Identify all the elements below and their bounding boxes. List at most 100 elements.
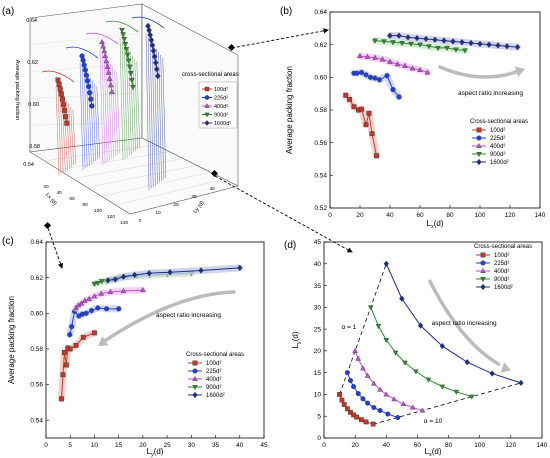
surface-line-400 — [116, 72, 121, 154]
legend-marker — [480, 283, 486, 291]
x-tick-label: 20 — [352, 442, 360, 449]
data-point-400 — [400, 400, 407, 406]
data-point-100 — [60, 372, 66, 378]
data-point-100 — [80, 334, 86, 340]
x-tick-label: 100 — [475, 212, 486, 219]
alpha-10-label: α = 10 — [424, 418, 443, 425]
legend-marker — [476, 158, 482, 166]
data-point-900 — [469, 394, 475, 400]
y-tick-label: 0.54 — [314, 173, 327, 180]
data-point-100 — [59, 396, 64, 402]
data-point-1600 — [432, 36, 438, 43]
data-point-1600 — [387, 32, 393, 39]
data-point-900 — [375, 324, 382, 330]
floor-grid — [101, 172, 211, 197]
x-tick-label: 120 — [505, 442, 516, 449]
x-tick-label: 30 — [188, 442, 196, 449]
data-point-100 — [62, 350, 67, 355]
data-point-400 — [409, 404, 416, 410]
data-point-900 — [453, 389, 460, 395]
data-point-1600 — [423, 35, 429, 43]
data-point-400 — [91, 293, 98, 299]
data-point-3d-100 — [58, 91, 64, 97]
data-point-100 — [369, 131, 375, 137]
data-point-1600 — [120, 273, 127, 280]
data-point-900 — [417, 42, 423, 48]
alpha-1-label: α = 1 — [342, 324, 357, 331]
data-point-400 — [81, 297, 88, 303]
data-point-3d-1600 — [150, 47, 157, 55]
x-tick-label: 10 — [91, 442, 99, 449]
data-point-400 — [379, 56, 386, 62]
x-axis-label: Ly(d) — [146, 447, 163, 458]
data-point-1600 — [518, 379, 524, 387]
data-point-1600 — [105, 277, 111, 284]
x-tick-label: 60 — [416, 212, 424, 219]
chart-d: (d) 0 20 40 60 80 100 120 140 0 5 10 15 20 25 30 35 40 45… — [284, 239, 548, 458]
data-point-400 — [86, 295, 92, 301]
data-point-900 — [399, 41, 405, 47]
legend-entry: 400d² — [490, 144, 505, 150]
data-point-3d-900 — [121, 36, 128, 43]
data-point-100 — [366, 110, 372, 116]
guide-line-alpha-10 — [373, 382, 522, 425]
trend-arrow — [104, 290, 236, 342]
data-point-100 — [347, 96, 352, 102]
data-point-1600 — [464, 359, 470, 366]
data-point-3d-225 — [85, 83, 92, 90]
legend-marker — [476, 152, 482, 158]
legend-marker — [192, 391, 198, 399]
legend-entry: 400d² — [214, 104, 228, 110]
x-tick-label: 35 — [212, 442, 220, 449]
x-tick-label: 60 — [69, 196, 75, 202]
data-point-1600 — [167, 269, 173, 276]
data-point-900 — [95, 281, 101, 287]
data-point-225 — [363, 72, 369, 78]
data-point-900 — [381, 39, 387, 45]
legend-marker — [192, 360, 198, 366]
data-point-1600 — [468, 39, 474, 47]
data-point-1600 — [146, 270, 152, 277]
data-point-3d-100 — [55, 77, 61, 83]
surface-line-900 — [119, 37, 124, 161]
legend: cross-sectional areas 100d² 225d² 400d² 900d… — [182, 72, 239, 129]
legend-entry: 1600d² — [206, 393, 225, 399]
data-point-400 — [355, 355, 362, 361]
legend-title: Cross-sectional areas — [474, 244, 532, 250]
data-point-1600 — [414, 34, 420, 42]
data-point-100 — [359, 106, 364, 112]
y-tick-label: 0.54 — [30, 417, 43, 424]
chart-c: (c) 0 5 10 15 20 25 30 35 40 45 0.54 0.56 0.58 0.60 0.… — [2, 236, 268, 458]
series-band-100 — [342, 91, 380, 160]
y-axis-label: Average packing fraction — [7, 296, 16, 384]
x-tick-label: 140 — [535, 212, 546, 219]
data-point-3d-400 — [100, 43, 106, 49]
surface-line-1600 — [147, 36, 152, 189]
x-tick-label: 40 — [236, 442, 244, 449]
surface-line-225 — [81, 65, 86, 169]
top-curve-1600 — [131, 16, 165, 29]
data-point-225 — [384, 73, 390, 79]
data-point-1600 — [198, 267, 204, 274]
legend: Cross-sectional areas 100d² 225d² 400d² 900d… — [470, 119, 528, 166]
surface-line-225 — [92, 80, 96, 162]
surface-line-900 — [136, 61, 141, 149]
top-curve-225 — [65, 46, 99, 59]
data-point-900 — [392, 350, 399, 356]
y-tick-label: 0.62 — [30, 275, 43, 282]
data-point-900 — [462, 48, 468, 54]
data-point-3d-900 — [125, 58, 132, 64]
z-axis-label: Average packing fraction — [14, 60, 20, 120]
data-point-400 — [364, 372, 371, 378]
x-tick-label: 0 — [44, 442, 48, 449]
data-point-400 — [357, 53, 363, 59]
legend-marker — [476, 135, 482, 141]
data-point-400 — [402, 62, 408, 68]
y-axis-label: Average packing fraction — [285, 66, 294, 154]
legend-entry: 900d² — [214, 113, 228, 119]
data-point-225 — [83, 310, 89, 316]
x-tick-label: 20 — [356, 212, 364, 219]
x-tick-label: 45 — [260, 442, 268, 449]
data-point-225 — [355, 391, 361, 397]
top-curve-100 — [41, 70, 75, 83]
